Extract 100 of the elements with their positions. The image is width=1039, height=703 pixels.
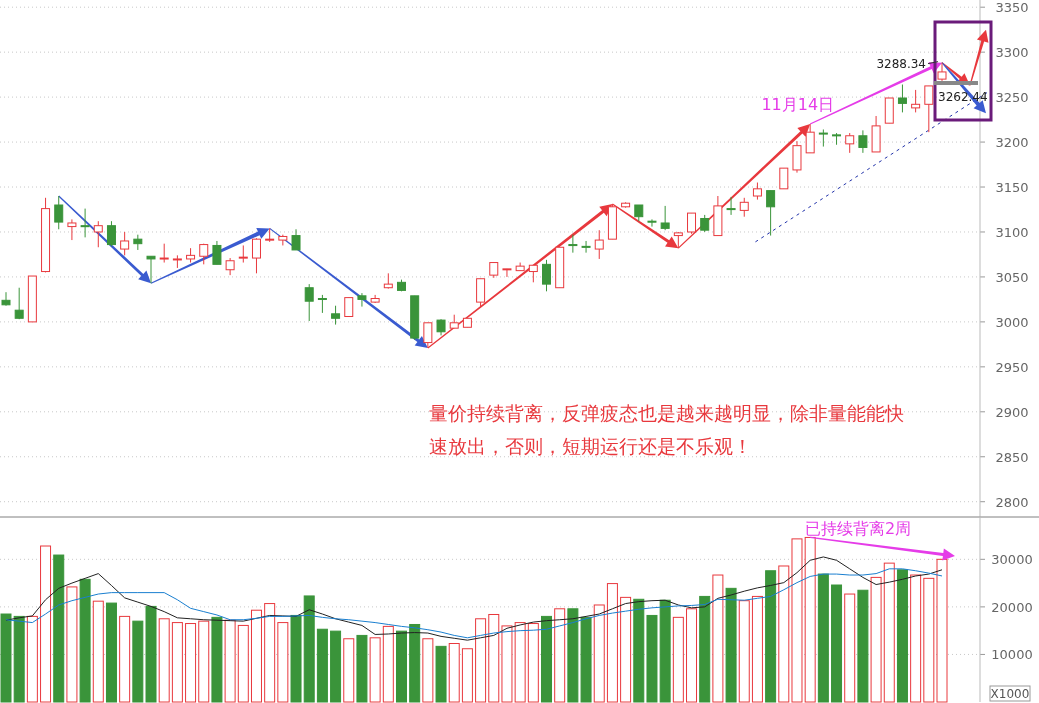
bar — [672, 616, 684, 703]
bar — [686, 608, 698, 703]
bar — [105, 602, 117, 703]
candlestick — [344, 297, 354, 317]
bar — [910, 574, 922, 703]
bar — [356, 634, 368, 703]
y-tick-label: 3250 — [995, 90, 1029, 106]
annotation: 3288.34 — [876, 56, 926, 71]
bar — [448, 643, 460, 703]
bar — [171, 622, 183, 703]
bar — [738, 600, 750, 703]
bar — [330, 630, 342, 703]
bar — [92, 600, 104, 703]
candlestick — [265, 227, 275, 243]
candlestick — [54, 195, 64, 230]
candlestick — [159, 243, 169, 264]
bar — [883, 562, 895, 703]
bar — [211, 616, 223, 703]
y-tick-label: 3150 — [995, 180, 1029, 196]
bar — [316, 628, 328, 703]
bar — [725, 587, 737, 703]
y-tick-label: 3350 — [995, 0, 1029, 16]
bar — [778, 565, 790, 703]
candlestick — [14, 287, 24, 320]
candlestick — [805, 123, 815, 154]
bar — [475, 618, 487, 703]
bar — [435, 645, 447, 703]
annotation: 11月14日 — [761, 95, 835, 114]
bar — [817, 573, 829, 703]
bar — [659, 599, 671, 703]
bar — [554, 608, 566, 703]
candlestick — [212, 240, 222, 265]
candlestick — [238, 244, 248, 264]
bar — [527, 623, 539, 703]
bar — [422, 638, 434, 703]
candlestick — [568, 234, 578, 254]
candlestick — [897, 84, 907, 113]
bar — [765, 570, 777, 703]
bar — [712, 574, 724, 703]
candlestick — [845, 132, 855, 154]
bar — [145, 605, 157, 703]
bar — [303, 595, 315, 703]
bar — [40, 545, 52, 703]
candlestick — [304, 283, 314, 322]
y-tick-label: 3050 — [995, 269, 1029, 285]
line-series — [5, 556, 943, 641]
candlestick — [739, 197, 749, 218]
candlestick — [357, 292, 367, 308]
y-tick-label: 3300 — [995, 45, 1029, 61]
candlestick — [660, 205, 670, 231]
bar — [237, 624, 249, 703]
candlestick — [594, 229, 604, 260]
bar — [79, 578, 91, 703]
bar — [198, 620, 210, 703]
candlestick — [542, 259, 552, 292]
bar — [395, 630, 407, 703]
bar — [119, 615, 131, 703]
y-tick-label: 2800 — [995, 494, 1029, 510]
bar — [831, 584, 843, 703]
bar — [804, 536, 816, 703]
candlestick — [766, 190, 776, 237]
bar — [224, 619, 236, 703]
candlestick — [647, 218, 657, 228]
candlestick — [1, 291, 11, 307]
bar — [844, 593, 856, 703]
bar — [13, 615, 25, 703]
y-tick-label: 10000 — [991, 647, 1033, 663]
candlestick — [726, 196, 736, 216]
bar — [461, 648, 473, 703]
bar — [369, 637, 381, 703]
bar — [541, 615, 553, 703]
bar — [936, 558, 948, 703]
bar — [0, 613, 12, 703]
annotation: 已持续背离2周 — [804, 519, 912, 538]
candlestick — [911, 89, 921, 113]
bar — [250, 609, 262, 703]
y-tick-label: 2850 — [995, 449, 1029, 465]
line-series — [5, 568, 943, 639]
candlestick — [331, 305, 341, 326]
bar — [646, 614, 658, 703]
bar — [409, 623, 421, 703]
candlestick — [67, 218, 77, 241]
bar — [277, 622, 289, 703]
candlestick — [476, 278, 486, 308]
candlestick — [106, 220, 116, 247]
candlestick — [779, 167, 789, 190]
candlestick — [937, 62, 947, 82]
bar — [751, 595, 763, 703]
bar — [633, 598, 645, 703]
candlestick — [924, 85, 934, 133]
candlestick — [502, 268, 512, 278]
bar — [26, 615, 38, 703]
bar — [343, 638, 355, 703]
bar — [857, 589, 869, 703]
y-tick-label: 30000 — [991, 552, 1033, 568]
bar — [66, 586, 78, 703]
y-tick-label: 3100 — [995, 224, 1029, 240]
candlestick — [581, 240, 591, 254]
y-tick-label: 3200 — [995, 135, 1029, 151]
candlestick — [687, 212, 697, 235]
